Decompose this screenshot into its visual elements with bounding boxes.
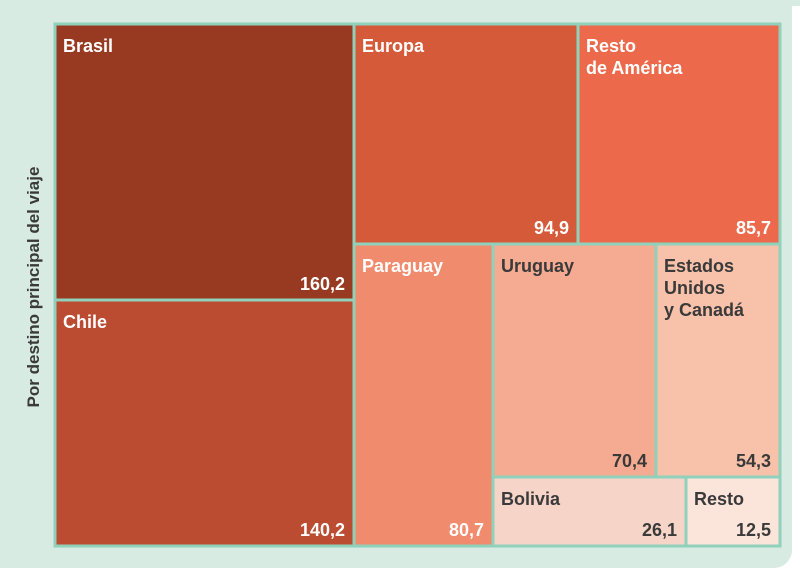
treemap-label-resto-de-america: Resto de América — [586, 36, 683, 78]
treemap-cell-resto: Resto 12,5 — [684, 475, 782, 548]
treemap-value-europa: 94,9 — [534, 218, 569, 238]
top-strip — [0, 0, 800, 6]
treemap-rect-chile — [53, 298, 356, 548]
treemap-label-bolivia: Bolivia — [501, 489, 561, 509]
treemap-value-paraguay: 80,7 — [449, 520, 484, 540]
treemap-cell-chile: Chile 140,2 — [53, 298, 356, 548]
treemap-value-bolivia: 26,1 — [642, 520, 677, 540]
treemap-label-resto: Resto — [694, 489, 744, 509]
treemap-value-brasil: 160,2 — [300, 274, 345, 294]
treemap-cell-estados-unidos-y-canada: Estados Unidos y Canadá 54,3 — [654, 242, 782, 479]
treemap-value-estados-unidos-y-canada: 54,3 — [736, 451, 771, 471]
treemap-label-uruguay: Uruguay — [501, 256, 574, 276]
treemap-rect-estados-unidos-y-canada — [654, 242, 782, 479]
treemap-rect-europa — [352, 22, 580, 246]
treemap-value-resto-de-america: 85,7 — [736, 218, 771, 238]
treemap-rect-uruguay — [491, 242, 658, 479]
treemap-label-chile: Chile — [63, 312, 107, 332]
treemap-cell-paraguay: Paraguay 80,7 — [352, 242, 495, 548]
treemap-cell-uruguay: Uruguay 70,4 — [491, 242, 658, 479]
treemap-value-chile: 140,2 — [300, 520, 345, 540]
treemap-rect-resto-de-america — [576, 22, 782, 246]
treemap-cell-resto-de-america: Resto de América 85,7 — [576, 22, 782, 246]
treemap-label-brasil: Brasil — [63, 36, 113, 56]
treemap-rect-bolivia — [491, 475, 688, 548]
treemap-rect-brasil — [53, 22, 356, 302]
treemap-value-uruguay: 70,4 — [612, 451, 647, 471]
treemap-label-paraguay: Paraguay — [362, 256, 443, 276]
treemap-value-resto: 12,5 — [736, 520, 771, 540]
treemap-rect-paraguay — [352, 242, 495, 548]
treemap-cell-bolivia: Bolivia 26,1 — [491, 475, 688, 548]
treemap-rect-resto — [684, 475, 782, 548]
treemap-label-estados-unidos-y-canada: Estados Unidos y Canadá — [664, 256, 745, 320]
treemap-cell-brasil: Brasil 160,2 — [53, 22, 356, 302]
treemap-cell-europa: Europa 94,9 — [352, 22, 580, 246]
treemap-label-europa: Europa — [362, 36, 425, 56]
